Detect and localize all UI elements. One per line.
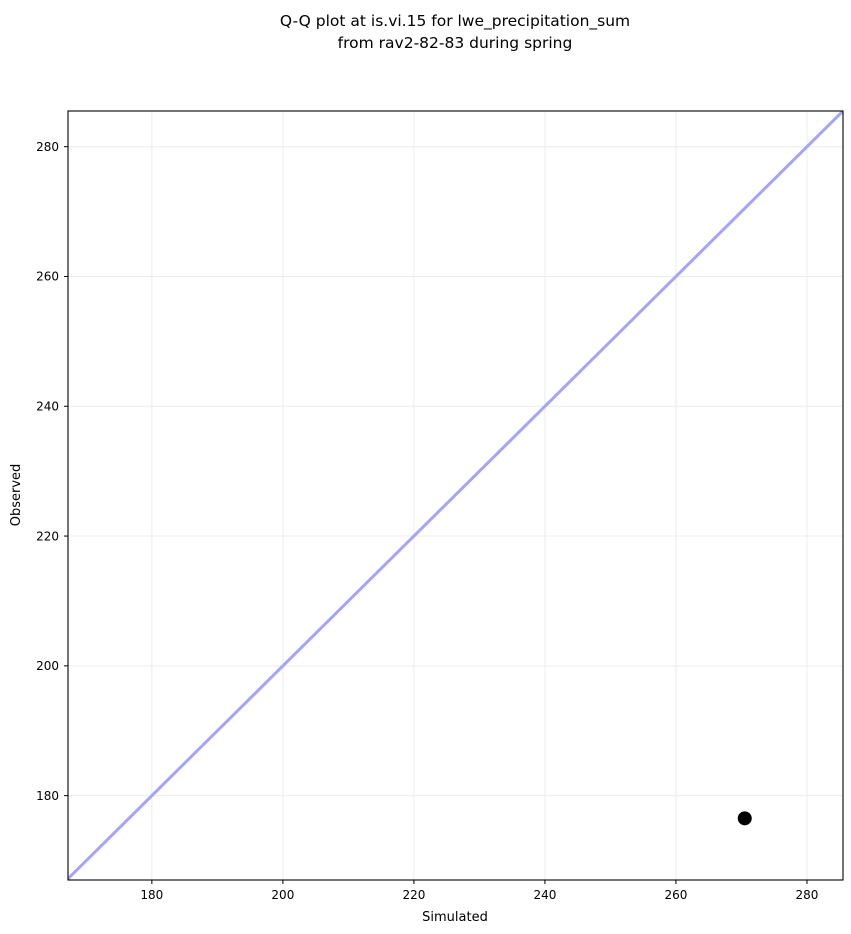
identity-line	[68, 111, 843, 880]
y-tick-label: 220	[36, 529, 59, 543]
chart-title-line-1: Q-Q plot at is.vi.15 for lwe_precipitati…	[280, 12, 630, 31]
y-tick-label: 180	[36, 789, 59, 803]
x-tick-label: 200	[271, 888, 294, 902]
y-tick-label: 280	[36, 140, 59, 154]
grid-lines	[68, 111, 843, 880]
y-tick-label: 260	[36, 270, 59, 284]
x-tick-label: 240	[533, 888, 556, 902]
plot-border	[67, 110, 844, 881]
chart-title-line-2: from rav2-82-83 during spring	[338, 34, 573, 52]
x-tick-label: 280	[796, 888, 819, 902]
plot-series	[68, 111, 843, 880]
y-tick-label: 240	[36, 399, 59, 413]
y-tick-label: 200	[36, 659, 59, 673]
x-axis-label: Simulated	[422, 910, 488, 925]
data-point	[737, 811, 752, 826]
x-tick-label: 180	[140, 888, 163, 902]
y-axis-label: Observed	[9, 464, 24, 527]
x-tick-label: 260	[664, 888, 687, 902]
axis-ticks: 180 200 220 240 260 280 180 200 220 240 260 280	[36, 140, 818, 902]
x-tick-label: 220	[402, 888, 425, 902]
